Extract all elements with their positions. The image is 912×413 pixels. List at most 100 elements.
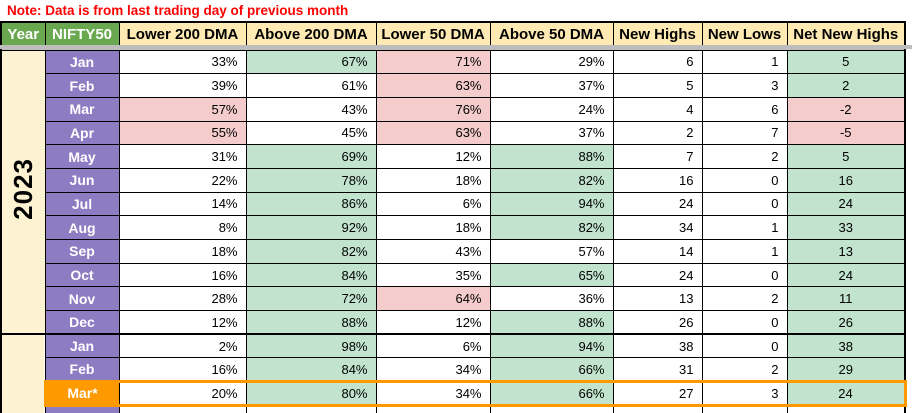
data-cell[interactable]: 61% xyxy=(245,73,377,98)
data-cell[interactable]: 37% xyxy=(489,73,614,98)
data-cell[interactable]: 6 xyxy=(701,96,788,122)
data-cell[interactable]: 37% xyxy=(489,120,614,146)
data-cell[interactable]: 12% xyxy=(375,310,491,335)
data-cell[interactable]: 33 xyxy=(786,215,906,240)
month-cell[interactable] xyxy=(44,404,120,413)
data-cell[interactable]: 24 xyxy=(612,191,703,217)
data-cell[interactable]: 16 xyxy=(786,167,906,193)
data-cell[interactable]: 7 xyxy=(701,120,788,146)
data-cell[interactable]: 6 xyxy=(612,49,703,75)
data-cell[interactable]: 16 xyxy=(612,167,703,193)
month-cell[interactable]: Nov xyxy=(44,286,120,312)
data-cell[interactable]: 5 xyxy=(786,49,906,75)
data-cell[interactable]: 5 xyxy=(612,73,703,98)
data-cell[interactable]: 88% xyxy=(489,310,614,335)
data-cell[interactable]: 14 xyxy=(612,239,703,264)
month-cell[interactable]: Dec xyxy=(44,310,120,335)
col-header-lower-50-dma[interactable]: Lower 50 DMA xyxy=(375,21,491,47)
data-cell[interactable]: 82% xyxy=(489,215,614,240)
month-cell[interactable]: Sep xyxy=(44,239,120,264)
data-cell[interactable]: 1 xyxy=(701,215,788,240)
data-cell[interactable]: 94% xyxy=(489,191,614,217)
data-cell[interactable]: 88% xyxy=(489,144,614,169)
data-cell[interactable]: 57% xyxy=(489,239,614,264)
month-cell[interactable]: Mar xyxy=(44,96,120,122)
data-cell[interactable]: 2 xyxy=(701,286,788,312)
data-cell[interactable]: 20% xyxy=(118,380,247,407)
data-cell[interactable]: 72% xyxy=(245,286,377,312)
data-cell[interactable]: 38 xyxy=(612,333,703,359)
data-cell[interactable]: 4 xyxy=(612,96,703,122)
data-cell[interactable] xyxy=(375,404,491,413)
data-cell[interactable]: 66% xyxy=(489,380,614,407)
data-cell[interactable]: 24% xyxy=(489,96,614,122)
data-cell[interactable]: 71% xyxy=(375,49,491,75)
data-cell[interactable]: 38 xyxy=(786,333,906,359)
data-cell[interactable]: 76% xyxy=(375,96,491,122)
data-cell[interactable]: 34% xyxy=(375,380,491,407)
year-cell[interactable] xyxy=(0,333,46,413)
data-cell[interactable] xyxy=(489,404,614,413)
month-cell[interactable]: Feb xyxy=(44,357,120,383)
col-header-year[interactable]: Year xyxy=(0,21,46,47)
month-cell[interactable]: Aug xyxy=(44,215,120,240)
data-cell[interactable]: 63% xyxy=(375,120,491,146)
data-cell[interactable]: 33% xyxy=(118,49,247,75)
data-cell[interactable]: 65% xyxy=(489,262,614,288)
data-cell[interactable]: 35% xyxy=(375,262,491,288)
data-cell[interactable]: 24 xyxy=(786,262,906,288)
data-cell[interactable]: 43% xyxy=(375,239,491,264)
data-cell[interactable]: 36% xyxy=(489,286,614,312)
data-cell[interactable]: 18% xyxy=(118,239,247,264)
data-cell[interactable]: 1 xyxy=(701,49,788,75)
data-cell[interactable]: 43% xyxy=(245,96,377,122)
data-cell[interactable]: 2 xyxy=(612,120,703,146)
data-cell[interactable] xyxy=(612,404,703,413)
data-cell[interactable]: 7 xyxy=(612,144,703,169)
data-cell[interactable]: 12% xyxy=(118,310,247,335)
data-cell[interactable]: 26 xyxy=(612,310,703,335)
data-cell[interactable]: 63% xyxy=(375,73,491,98)
data-cell[interactable]: 3 xyxy=(701,380,788,407)
data-cell[interactable]: -2 xyxy=(786,96,906,122)
data-cell[interactable]: 84% xyxy=(245,357,377,383)
data-cell[interactable]: 82% xyxy=(489,167,614,193)
data-cell[interactable]: 66% xyxy=(489,357,614,383)
data-cell[interactable]: 84% xyxy=(245,262,377,288)
data-cell[interactable]: 24 xyxy=(612,262,703,288)
data-cell[interactable]: 26 xyxy=(786,310,906,335)
month-cell[interactable]: Jun xyxy=(44,167,120,193)
data-cell[interactable]: 2 xyxy=(701,357,788,383)
data-cell[interactable]: 88% xyxy=(245,310,377,335)
data-cell[interactable]: 2% xyxy=(118,333,247,359)
data-cell[interactable]: 31 xyxy=(612,357,703,383)
data-cell[interactable]: 24 xyxy=(786,191,906,217)
data-cell[interactable]: 69% xyxy=(245,144,377,169)
data-cell[interactable]: 14% xyxy=(118,191,247,217)
data-cell[interactable]: 16% xyxy=(118,357,247,383)
data-cell[interactable]: 80% xyxy=(245,380,377,407)
data-cell[interactable]: 8% xyxy=(118,215,247,240)
data-cell[interactable]: 86% xyxy=(245,191,377,217)
month-cell[interactable]: Jan xyxy=(44,49,120,75)
data-cell[interactable] xyxy=(786,404,906,413)
data-cell[interactable]: 0 xyxy=(701,191,788,217)
month-cell[interactable]: Feb xyxy=(44,73,120,98)
year-cell[interactable]: 2023 xyxy=(0,49,46,335)
data-cell[interactable]: 6% xyxy=(375,191,491,217)
data-cell[interactable]: 0 xyxy=(701,262,788,288)
data-cell[interactable]: 82% xyxy=(245,239,377,264)
data-cell[interactable]: 94% xyxy=(489,333,614,359)
data-cell[interactable]: 2 xyxy=(786,73,906,98)
month-cell[interactable]: Apr xyxy=(44,120,120,146)
data-cell[interactable]: 28% xyxy=(118,286,247,312)
col-header-net-new-highs[interactable]: Net New Highs xyxy=(786,21,906,47)
col-header-nifty50[interactable]: NIFTY50 xyxy=(44,21,120,47)
data-cell[interactable]: 11 xyxy=(786,286,906,312)
col-header-new-lows[interactable]: New Lows xyxy=(701,21,788,47)
data-cell[interactable]: 0 xyxy=(701,333,788,359)
data-cell[interactable]: 0 xyxy=(701,310,788,335)
data-cell[interactable]: 2 xyxy=(701,144,788,169)
data-cell[interactable]: 27 xyxy=(612,380,703,407)
data-cell[interactable]: 1 xyxy=(701,239,788,264)
